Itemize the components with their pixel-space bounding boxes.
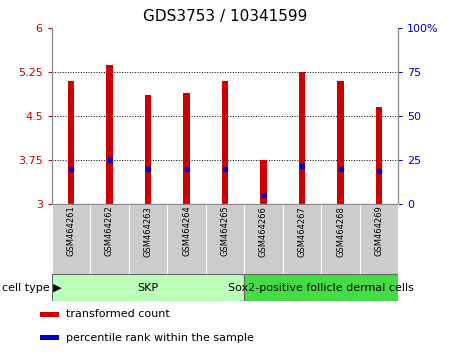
Text: GSM464268: GSM464268	[336, 206, 345, 257]
Bar	[183, 92, 190, 204]
Text: GSM464269: GSM464269	[374, 206, 383, 256]
Title: GDS3753 / 10341599: GDS3753 / 10341599	[143, 9, 307, 24]
Bar	[90, 204, 129, 274]
Text: SKP: SKP	[137, 282, 158, 293]
Bar	[360, 204, 398, 274]
Bar	[206, 204, 244, 274]
Text: GSM464264: GSM464264	[182, 206, 191, 256]
Text: GSM464261: GSM464261	[67, 206, 76, 256]
Bar	[244, 204, 283, 274]
Bar	[337, 81, 344, 204]
Text: GSM464265: GSM464265	[220, 206, 230, 256]
Bar	[106, 64, 113, 204]
Bar	[40, 312, 59, 317]
Text: percentile rank within the sample: percentile rank within the sample	[66, 333, 254, 343]
Bar	[144, 96, 152, 204]
Bar	[260, 160, 267, 204]
Text: GSM464262: GSM464262	[105, 206, 114, 256]
Text: Sox2-positive follicle dermal cells: Sox2-positive follicle dermal cells	[228, 282, 414, 293]
Bar	[52, 274, 244, 301]
Bar	[40, 335, 59, 340]
Bar	[52, 204, 90, 274]
Text: GSM464266: GSM464266	[259, 206, 268, 257]
Text: GSM464263: GSM464263	[144, 206, 153, 257]
Bar	[221, 81, 229, 204]
Text: cell type ▶: cell type ▶	[2, 282, 62, 293]
Bar	[244, 274, 398, 301]
Bar	[167, 204, 206, 274]
Bar	[129, 204, 167, 274]
Bar	[321, 204, 360, 274]
Bar	[376, 107, 382, 204]
Bar	[68, 81, 74, 204]
Bar	[283, 204, 321, 274]
Text: GSM464267: GSM464267	[297, 206, 306, 257]
Bar	[298, 72, 306, 204]
Text: transformed count: transformed count	[66, 309, 170, 319]
